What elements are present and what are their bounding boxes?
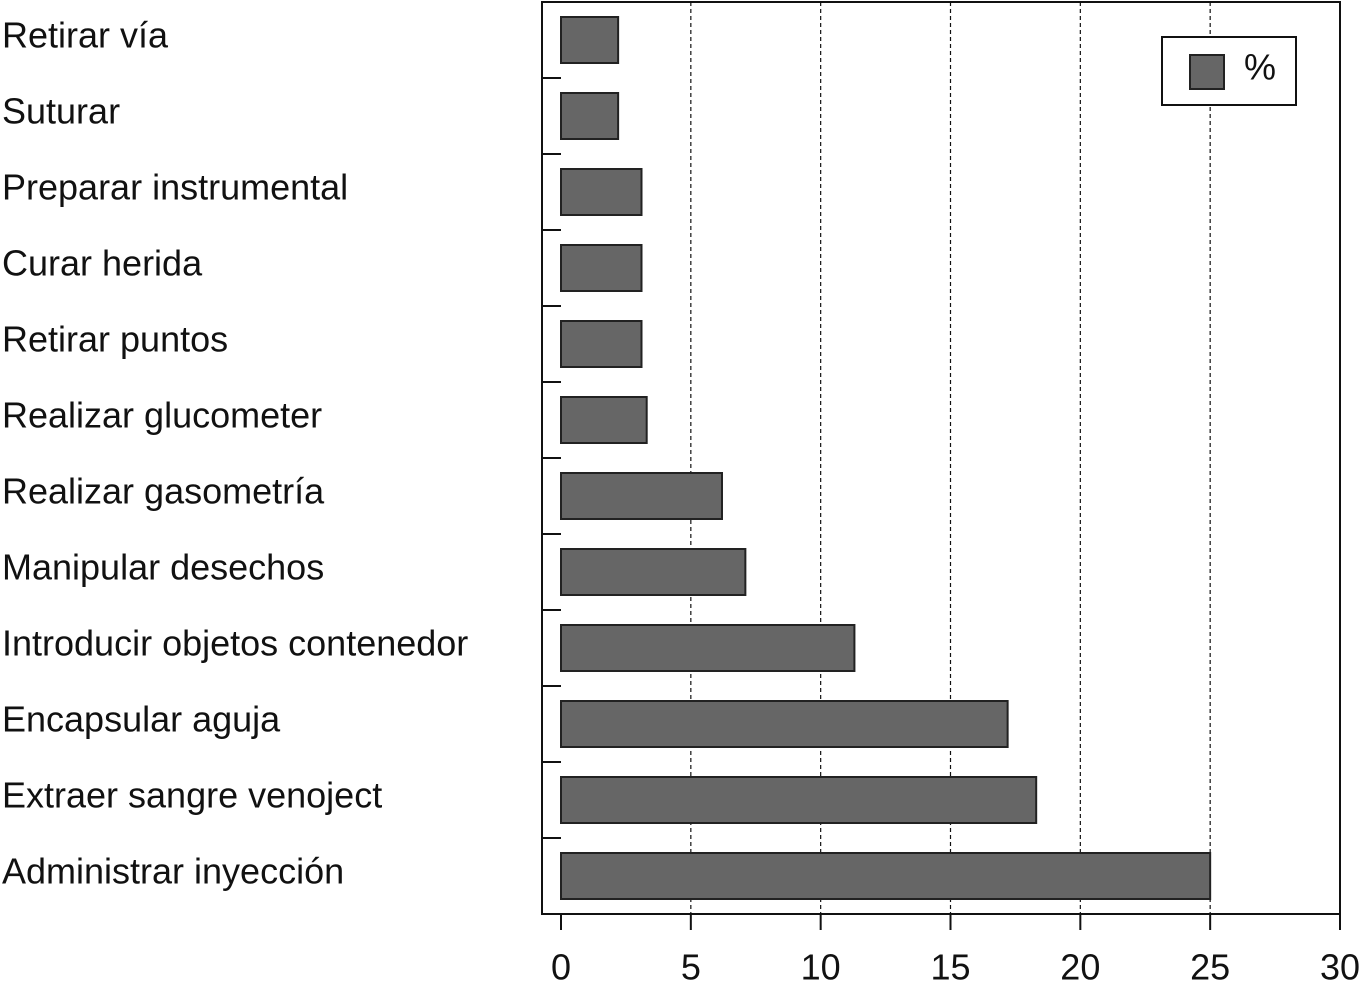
bar (560, 852, 1212, 900)
x-tick-label: 30 (1320, 947, 1360, 988)
x-tick-label: 20 (1060, 947, 1100, 988)
x-tick-label: 10 (801, 947, 841, 988)
x-tick-label: 25 (1190, 947, 1230, 988)
y-tick-label: Realizar gasometría (2, 471, 325, 512)
bar (560, 700, 1009, 748)
y-tick-label: Extraer sangre venoject (2, 775, 382, 816)
bar (560, 472, 723, 520)
y-tick-label: Retirar puntos (2, 319, 228, 360)
bar (560, 168, 643, 216)
bar (560, 776, 1038, 824)
bar (560, 396, 648, 444)
y-tick-label: Introducir objetos contenedor (2, 623, 468, 664)
bar (560, 244, 643, 292)
bar (560, 16, 620, 64)
bar (560, 92, 620, 140)
x-tick-label: 15 (930, 947, 970, 988)
bar (560, 624, 856, 672)
y-tick-label: Retirar vía (2, 15, 169, 56)
legend-box (1161, 36, 1297, 106)
y-tick-label: Administrar inyección (2, 851, 344, 892)
y-tick-label: Realizar glucometer (2, 395, 322, 436)
y-tick-label: Curar herida (2, 243, 203, 284)
y-tick-label: Suturar (2, 91, 120, 132)
bar (560, 320, 643, 368)
bar (560, 548, 747, 596)
legend-swatch (1189, 54, 1225, 90)
x-tick-label: 0 (551, 947, 571, 988)
y-tick-label: Encapsular aguja (2, 699, 281, 740)
x-tick-label: 5 (681, 947, 701, 988)
y-tick-label: Manipular desechos (2, 547, 324, 588)
legend-label: % (1244, 47, 1276, 88)
y-tick-label: Preparar instrumental (2, 167, 348, 208)
